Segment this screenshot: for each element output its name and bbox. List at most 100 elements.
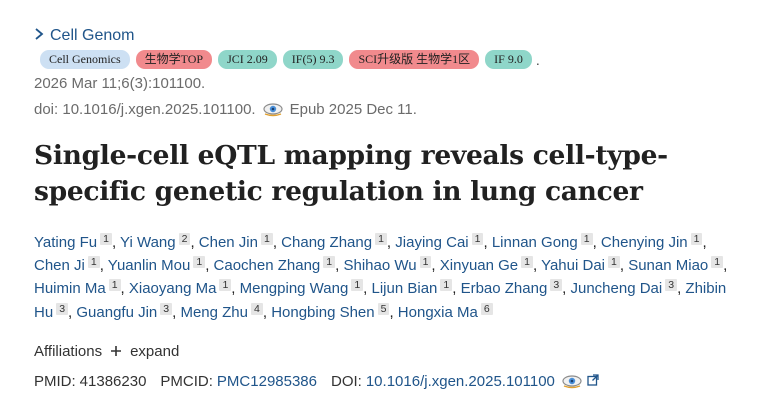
journal-link[interactable]: Cell Genom	[50, 27, 135, 44]
affiliation-number[interactable]: 1	[690, 233, 703, 245]
affiliation-number[interactable]: 3	[160, 302, 173, 315]
author-item: Hongbing Shen 5	[271, 302, 390, 321]
author-link[interactable]: Chen Ji	[34, 257, 85, 275]
author-item: Xinyuan Ge 1	[439, 256, 533, 275]
badge-row: Cell Genomics 生物学TOP JCI 2.09 IF(5) 9.3 …	[40, 50, 540, 69]
author-link[interactable]: Chang Zhang	[281, 234, 373, 251]
affiliation-number[interactable]: 5	[377, 302, 390, 315]
affiliation-number[interactable]: 1	[419, 256, 432, 269]
author-link[interactable]: Huimin Ma	[34, 280, 106, 298]
badge-trailing-dot: .	[535, 51, 540, 68]
eye-reader-icon-doi[interactable]	[561, 374, 583, 389]
author-item: Yuanlin Mou 1	[107, 256, 206, 275]
pmcid-label: PMCID:	[160, 373, 213, 390]
affiliation-number[interactable]: 1	[711, 256, 724, 269]
author-item: Yahui Dai 1	[541, 256, 620, 275]
author-link[interactable]: Zhibin Hu	[34, 280, 727, 321]
author-link[interactable]: Chenying Jin	[600, 234, 688, 251]
affiliation-number[interactable]: 1	[323, 256, 336, 269]
author-item: Yi Wang 2	[120, 233, 191, 251]
author-link[interactable]: Linnan Gong	[491, 234, 578, 251]
affiliation-number[interactable]: 1	[521, 256, 533, 269]
author-item: Chen Jin 1	[198, 233, 273, 251]
author-link[interactable]: Erbao Zhang	[460, 280, 548, 298]
affiliation-number[interactable]: 1	[100, 233, 112, 245]
affiliation-number[interactable]: 1	[351, 279, 364, 292]
author-list: Yating Fu 1, Yi Wang 2, Chen Jin 1, Chang Z…	[34, 233, 728, 321]
article-title: Single-cell eQTL mapping reveals cell-ty…	[34, 140, 668, 207]
affiliation-number[interactable]: 2	[178, 233, 191, 245]
author-item: Meng Zhu 4	[180, 302, 263, 321]
author-item: Erbao Zhang 3	[460, 279, 563, 298]
eye-reader-icon[interactable]	[262, 102, 284, 117]
badge-journal[interactable]: Cell Genomics	[40, 50, 130, 69]
affiliation-number[interactable]: 3	[550, 279, 563, 292]
affiliation-number[interactable]: 1	[193, 256, 206, 269]
author-item: Mengping Wang 1	[239, 279, 364, 298]
author-link[interactable]: Mengping Wang	[239, 280, 349, 298]
doi-label: DOI:	[331, 373, 362, 390]
author-link[interactable]: Caochen Zhang	[213, 257, 321, 275]
affiliation-number[interactable]: 3	[665, 279, 678, 292]
chevron-right-icon	[34, 27, 44, 45]
author-link[interactable]: Juncheng Dai	[570, 280, 663, 298]
badge-jci[interactable]: JCI 2.09	[218, 50, 277, 69]
author-item: Lijun Bian 1	[371, 279, 453, 298]
badge-if[interactable]: IF 9.0	[485, 50, 532, 69]
affiliation-number[interactable]: 4	[251, 302, 263, 315]
affiliation-number[interactable]: 1	[580, 233, 593, 245]
citation-epub: Epub 2025 Dec 11.	[289, 101, 417, 118]
author-item: Chenying Jin 1	[600, 233, 703, 251]
identifier-row: PMID: 41386230 PMCID: PMC12985386 DOI: 1…	[34, 373, 599, 390]
affiliation-number[interactable]: 6	[480, 302, 493, 315]
author-link[interactable]: Meng Zhu	[180, 303, 248, 321]
external-link-icon[interactable]	[587, 373, 599, 390]
author-item: Shihao Wu 1	[343, 256, 432, 275]
affiliation-number[interactable]: 1	[608, 256, 620, 269]
badge-if5[interactable]: IF(5) 9.3	[282, 50, 344, 69]
author-link[interactable]: Hongxia Ma	[397, 303, 478, 321]
affiliation-number[interactable]: 1	[440, 279, 453, 292]
author-item: Jiaying Cai 1	[395, 233, 484, 251]
author-item: Caochen Zhang 1	[213, 256, 336, 275]
journal-source: Cell Genom	[34, 27, 134, 45]
author-link[interactable]: Hongbing Shen	[271, 303, 375, 321]
badge-sci-zone[interactable]: SCI升级版 生物学1区	[349, 50, 480, 69]
author-item: Hongxia Ma 6	[397, 302, 493, 321]
affiliation-number[interactable]: 3	[56, 302, 69, 315]
affiliation-number[interactable]: 1	[108, 279, 121, 292]
plus-icon	[110, 344, 122, 359]
author-link[interactable]: Yahui Dai	[541, 257, 606, 275]
affiliation-number[interactable]: 1	[87, 256, 100, 269]
author-link[interactable]: Guangfu Jin	[76, 303, 158, 321]
author-item: Zhibin Hu 3	[34, 280, 726, 320]
author-link[interactable]: Xiaoyang Ma	[128, 280, 217, 298]
author-item: Linnan Gong 1	[491, 233, 593, 251]
author-link[interactable]: Yi Wang	[120, 234, 176, 251]
author-link[interactable]: Yating Fu	[34, 234, 98, 251]
author-item: Sunan Miao 1	[628, 256, 724, 275]
author-item: Xiaoyang Ma 1	[128, 279, 232, 298]
author-link[interactable]: Sunan Miao	[628, 257, 709, 275]
affiliation-number[interactable]: 1	[219, 279, 232, 292]
badge-category-rank[interactable]: 生物学TOP	[135, 50, 213, 69]
author-link[interactable]: Yuanlin Mou	[107, 257, 191, 275]
author-link[interactable]: Shihao Wu	[343, 257, 417, 275]
doi-link[interactable]: 10.1016/j.xgen.2025.101100	[365, 373, 555, 390]
author-link[interactable]: Xinyuan Ge	[439, 257, 519, 275]
affiliations-toggle[interactable]: Affiliations expand	[34, 343, 179, 360]
author-link[interactable]: Lijun Bian	[371, 280, 438, 298]
affiliation-number[interactable]: 1	[471, 233, 484, 245]
affiliation-number[interactable]: 1	[260, 233, 273, 245]
author-item: Guangfu Jin 3	[76, 302, 173, 321]
citation-doi: doi: 10.1016/j.xgen.2025.101100.	[34, 101, 256, 118]
affiliation-number[interactable]: 1	[375, 233, 387, 245]
author-link[interactable]: Chen Jin	[198, 234, 258, 251]
citation-volume: 2026 Mar 11;6(3):101100.	[34, 75, 206, 92]
expand-label[interactable]: expand	[130, 343, 180, 360]
author-item: Huimin Ma 1	[34, 279, 121, 298]
author-item: Juncheng Dai 3	[570, 279, 678, 298]
affiliations-label: Affiliations	[34, 343, 103, 360]
pmcid-link[interactable]: PMC12985386	[216, 373, 317, 390]
author-link[interactable]: Jiaying Cai	[395, 234, 469, 251]
